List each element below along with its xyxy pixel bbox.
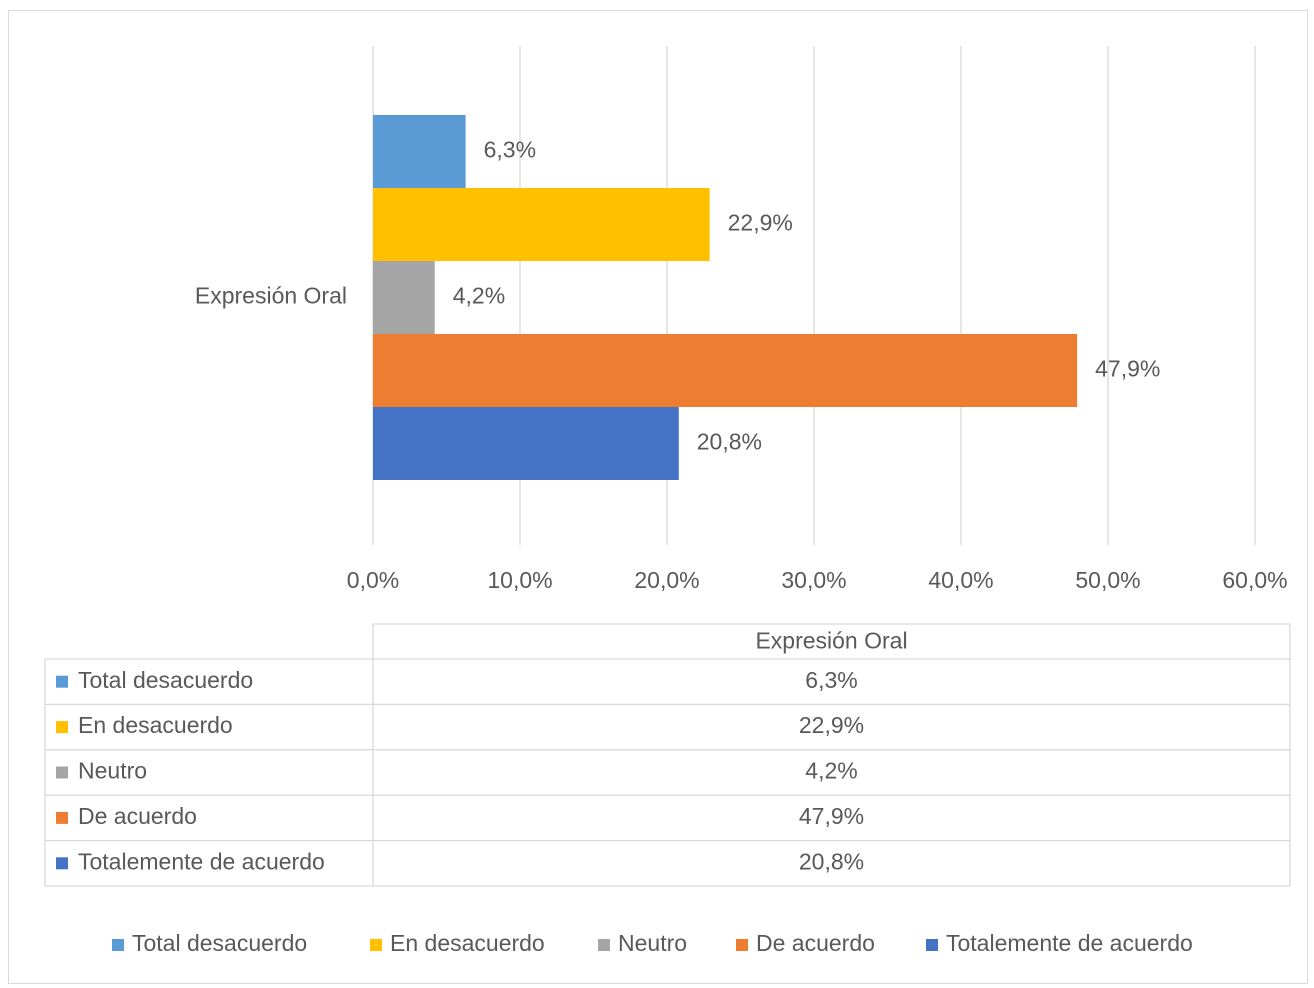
legend-entry-de-acuerdo: De acuerdo [756, 930, 875, 956]
table-row-value-de-acuerdo: 47,9% [799, 803, 864, 829]
legend-entry-totalemente-de-acuerdo: Totalemente de acuerdo [946, 930, 1193, 956]
data-label-en-desacuerdo: 22,9% [728, 210, 793, 236]
bar-neutro [373, 261, 435, 334]
data-label-de-acuerdo: 47,9% [1095, 356, 1160, 382]
data-label-total-desacuerdo: 6,3% [484, 137, 536, 163]
table-row-value-neutro: 4,2% [805, 758, 857, 784]
legend-swatch-en-desacuerdo [370, 939, 382, 951]
x-tick-label-10-0: 10,0% [487, 567, 552, 593]
x-tick-label-30-0: 30,0% [781, 567, 846, 593]
x-tick-label-40-0: 40,0% [928, 567, 993, 593]
table-key-de-acuerdo [56, 811, 68, 824]
table-key-neutro [56, 766, 68, 779]
legend-entry-en-desacuerdo: En desacuerdo [390, 930, 545, 956]
bar-totalemente-de-acuerdo [373, 407, 679, 480]
legend-entry-neutro: Neutro [618, 930, 687, 956]
category-label: Expresión Oral [195, 283, 347, 309]
x-tick-label-0-0: 0,0% [347, 567, 399, 593]
x-tick-label-50-0: 50,0% [1075, 567, 1140, 593]
table-row-label-total-desacuerdo: Total desacuerdo [78, 667, 253, 693]
table-row-label-totalemente-de-acuerdo: Totalemente de acuerdo [78, 848, 325, 874]
table-row-value-totalemente-de-acuerdo: 20,8% [799, 848, 864, 874]
table-row-label-de-acuerdo: De acuerdo [78, 803, 197, 829]
chart-frame [8, 10, 1308, 984]
table-key-total-desacuerdo [56, 675, 68, 688]
table-row-value-total-desacuerdo: 6,3% [805, 667, 857, 693]
bar-total-desacuerdo [373, 115, 466, 188]
legend-entry-total-desacuerdo: Total desacuerdo [132, 930, 307, 956]
x-tick-label-20-0: 20,0% [634, 567, 699, 593]
table-header: Expresión Oral [755, 628, 907, 654]
data-label-neutro: 4,2% [453, 283, 505, 309]
legend-swatch-totalemente-de-acuerdo [926, 939, 938, 951]
data-label-totalemente-de-acuerdo: 20,8% [697, 429, 762, 455]
bar-de-acuerdo [373, 334, 1078, 407]
table-row-value-en-desacuerdo: 22,9% [799, 712, 864, 738]
legend-swatch-neutro [598, 939, 610, 951]
x-tick-label-60-0: 60,0% [1222, 567, 1287, 593]
table-key-totalemente-de-acuerdo [56, 857, 68, 870]
legend-swatch-de-acuerdo [736, 939, 748, 951]
bar-en-desacuerdo [373, 188, 710, 261]
table-key-en-desacuerdo [56, 721, 68, 734]
table-row-label-en-desacuerdo: En desacuerdo [78, 712, 233, 738]
legend-swatch-total-desacuerdo [112, 939, 124, 951]
table-row-label-neutro: Neutro [78, 758, 147, 784]
